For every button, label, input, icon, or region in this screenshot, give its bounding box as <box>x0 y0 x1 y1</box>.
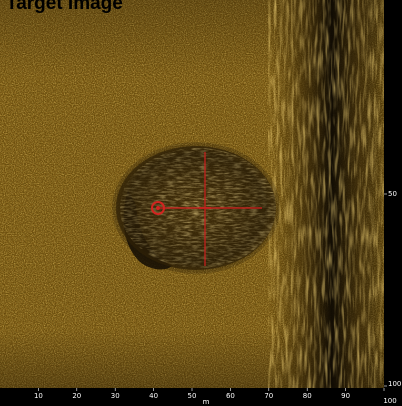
bottom-axis-unit: m <box>203 398 210 406</box>
right-tick-label: 50 <box>388 190 397 198</box>
bottom-tick-label: 90 <box>341 392 350 400</box>
page-title: Target Image <box>6 0 123 14</box>
circle-marker-icon[interactable] <box>151 201 165 215</box>
bottom-tick-label: 10 <box>34 392 43 400</box>
bottom-tick-label: 50 <box>188 392 197 400</box>
bottom-tick-label: 60 <box>226 392 235 400</box>
bottom-tick-label: 30 <box>111 392 120 400</box>
bottom-axis-bar <box>0 388 402 406</box>
water-column-streaks <box>268 0 384 388</box>
bottom-tick-label: 70 <box>264 392 273 400</box>
right-tick-label: 100 <box>388 380 401 388</box>
right-axis-ticks: 50 100 <box>384 190 401 388</box>
crosshair-icon[interactable] <box>160 152 262 266</box>
right-axis-bar <box>384 0 402 406</box>
bottom-tick-label: 20 <box>72 392 81 400</box>
bottom-tick-label: 80 <box>303 392 312 400</box>
bottom-tick-label: 100 <box>383 397 396 405</box>
bottom-axis-ticks: 10 20 30 40 50 60 70 80 90 100 <box>34 388 397 405</box>
bottom-tick-label: 40 <box>149 392 158 400</box>
